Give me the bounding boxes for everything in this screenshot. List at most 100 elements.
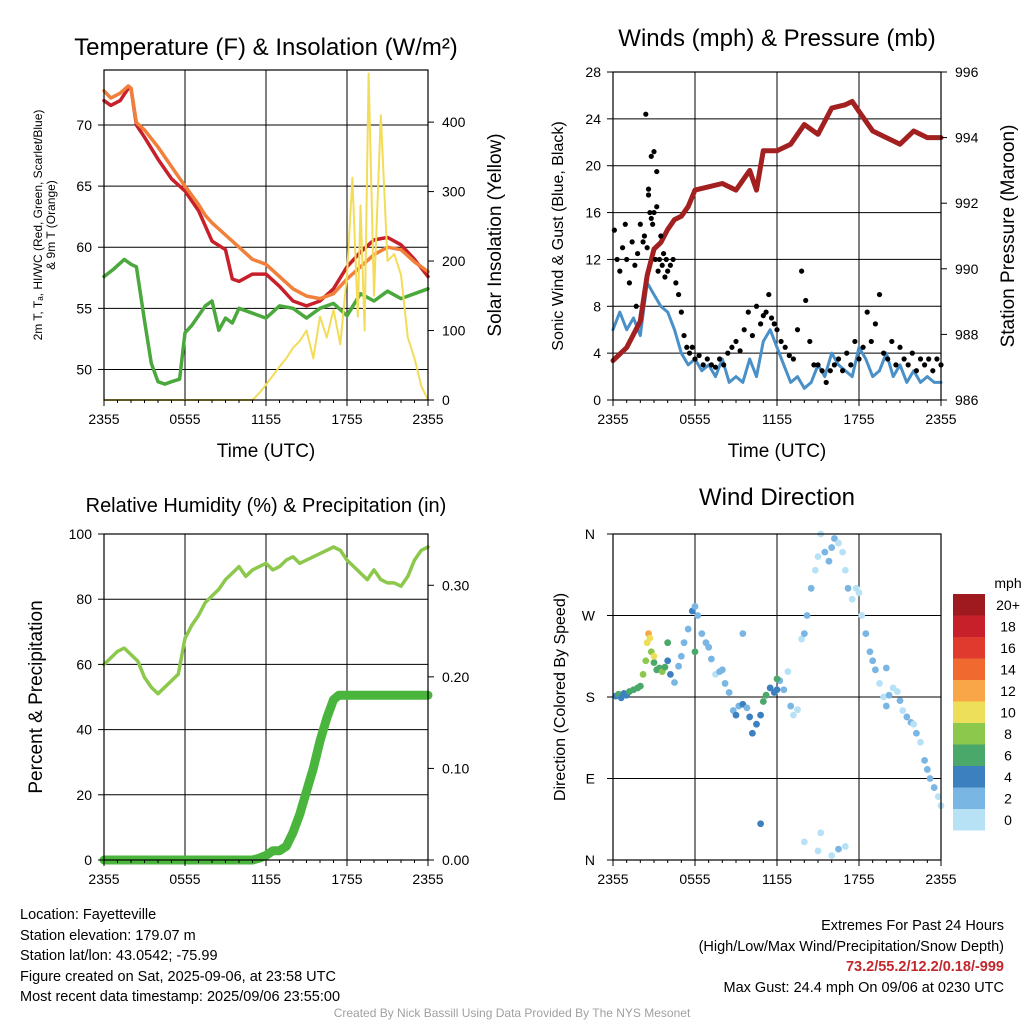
direction-point [664, 639, 672, 647]
y-right-tick-label: 100 [442, 323, 466, 339]
x-tick-label: 2355 [88, 871, 119, 887]
gust-point [652, 256, 658, 263]
gust-point [633, 303, 639, 309]
series-solar [103, 72, 429, 401]
y-tick-label: 50 [76, 361, 92, 377]
gust-point [758, 321, 764, 327]
direction-point [757, 820, 764, 828]
gust-point [827, 368, 833, 374]
gust-point [790, 356, 797, 362]
gust-point [741, 327, 747, 333]
gust-point [645, 186, 652, 192]
gust-point [819, 368, 825, 374]
direction-point [821, 548, 829, 556]
gust-point [917, 356, 924, 362]
direction-point [708, 655, 715, 663]
gust-point [619, 245, 626, 251]
direction-point [841, 566, 849, 574]
gust-point [885, 356, 891, 362]
direction-point [839, 548, 846, 556]
gust-point [856, 356, 862, 362]
direction-point [675, 662, 682, 670]
x-tick-label: 2355 [412, 411, 443, 427]
gust-point [934, 356, 940, 362]
direction-point [800, 838, 808, 846]
chart-title: Wind Direction [699, 484, 855, 511]
direction-point [880, 693, 887, 701]
y-tick-label: S [586, 689, 595, 705]
direction-point [677, 652, 685, 660]
y-right-tick-label: 300 [442, 184, 466, 200]
series-precipitation [99, 690, 433, 865]
y-right-tick-label: 0.30 [442, 577, 469, 593]
gust-point [799, 268, 805, 274]
gust-point [647, 209, 653, 216]
gust-point [868, 338, 874, 345]
x-axis-label: Time (UTC) [728, 441, 827, 462]
direction-point [835, 539, 842, 547]
station-info: Location: Fayetteville Station elevation… [20, 905, 340, 1008]
credit-line: Created By Nick Bassill Using Data Provi… [333, 1006, 691, 1020]
y-tick-label: 12 [585, 251, 601, 267]
x-tick-label: 1755 [331, 871, 362, 887]
gust-point [637, 221, 643, 227]
colorbar-swatch [953, 766, 985, 788]
direction-point [903, 713, 911, 721]
direction-point [910, 720, 918, 728]
gust-point [648, 215, 654, 222]
gust-point [678, 309, 684, 315]
direction-point [844, 584, 852, 592]
y-tick-label: 40 [76, 722, 92, 738]
x-tick-label: 0555 [679, 871, 710, 887]
direction-point [725, 689, 733, 696]
x-tick-label: 0555 [169, 871, 200, 887]
gust-point [749, 332, 756, 339]
direction-point [926, 775, 934, 782]
direction-point [780, 686, 788, 694]
series-gust [611, 111, 944, 386]
y-tick-label: E [586, 771, 595, 787]
y-tick-label: 4 [593, 345, 601, 361]
gust-point [659, 262, 665, 268]
station-elevation: Station elevation: 179.07 m [20, 927, 196, 944]
gust-point [645, 192, 652, 198]
gust-point [655, 268, 661, 274]
gust-point [651, 149, 657, 155]
direction-point [732, 711, 740, 719]
gust-point [643, 111, 649, 117]
gust-point [893, 362, 899, 368]
direction-point [807, 584, 815, 592]
gust-point [760, 313, 766, 319]
gust-point [860, 344, 866, 350]
x-tick-label: 0555 [169, 411, 200, 427]
direction-point [721, 680, 729, 687]
y-right-tick-label: 400 [442, 114, 466, 130]
gust-point [614, 256, 620, 263]
gust-point [763, 309, 769, 315]
y-tick-label: 16 [585, 205, 601, 221]
direction-point [664, 657, 672, 665]
gust-point [733, 338, 739, 345]
series-pressure [610, 99, 944, 364]
gust-point [737, 348, 743, 354]
gust-point [658, 233, 664, 239]
gust-point [684, 344, 690, 350]
gust-point [881, 350, 887, 356]
colorbar-swatch [953, 594, 985, 616]
y-right-tick-label: 200 [442, 253, 466, 269]
gust-point [897, 344, 903, 350]
gust-point [640, 239, 646, 245]
y-tick-label: 8 [593, 298, 601, 314]
direction-point [882, 664, 890, 672]
direction-point [811, 566, 819, 574]
colorbar-label: 6 [1004, 748, 1012, 764]
x-tick-label: 1155 [251, 411, 281, 427]
gust-point [852, 338, 858, 345]
chart-panel-1: 2355 0555 1155 1755 2355 50 55 60 65 70 0 100 200 300… [31, 34, 506, 462]
direction-point [885, 691, 893, 699]
gust-point [835, 356, 842, 362]
gust-point [681, 332, 687, 339]
gust-point [786, 352, 792, 359]
direction-point [743, 704, 751, 712]
